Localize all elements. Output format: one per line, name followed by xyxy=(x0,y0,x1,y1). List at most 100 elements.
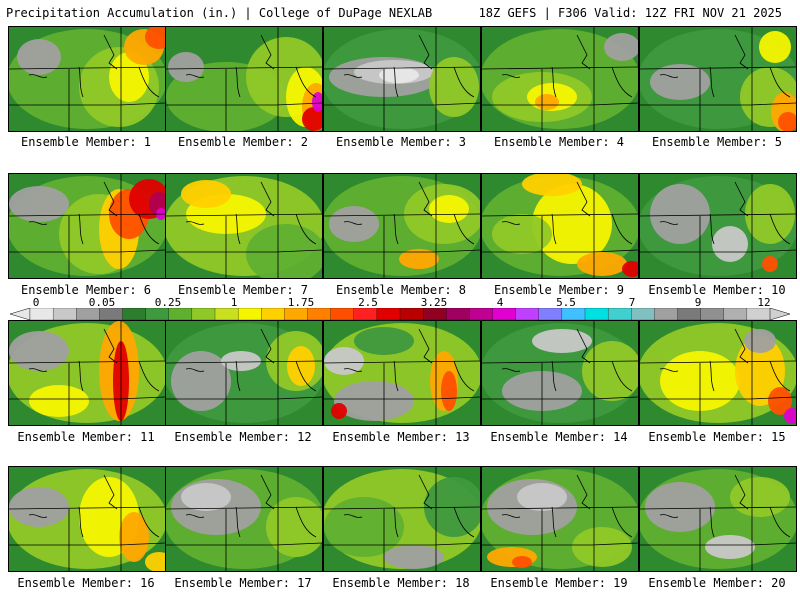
precip-area xyxy=(762,256,778,272)
precip-area xyxy=(441,371,457,411)
map-borders xyxy=(324,467,480,571)
colorbar-segment xyxy=(422,308,447,320)
colorbar-segment xyxy=(29,308,54,320)
colorbar-segment xyxy=(607,308,632,320)
member-map-panel xyxy=(323,173,481,279)
map-borders xyxy=(166,321,322,425)
map-borders xyxy=(640,321,796,425)
map-borders xyxy=(9,321,165,425)
colorbar-segment xyxy=(677,308,702,320)
precip-area xyxy=(744,329,776,353)
precip-area xyxy=(532,329,592,353)
member-label: Ensemble Member: 7 xyxy=(177,283,309,297)
precip-area xyxy=(517,483,567,511)
precip-area xyxy=(429,57,479,117)
precip-area xyxy=(712,226,748,262)
colorbar-segment xyxy=(353,308,378,320)
precip-area xyxy=(735,336,785,406)
colorbar-segment xyxy=(284,308,308,320)
precip-area xyxy=(778,112,796,131)
member-label: Ensemble Member: 13 xyxy=(332,430,470,444)
member-map-panel xyxy=(8,320,166,426)
map-borders xyxy=(482,321,638,425)
model-valid-time: 18Z GEFS | F306 Valid: 12Z FRI NOV 21 20… xyxy=(478,6,782,20)
map-borders xyxy=(9,467,165,571)
map-borders xyxy=(640,27,796,131)
map-borders xyxy=(9,174,165,278)
precip-area xyxy=(429,195,469,223)
colorbar-segment xyxy=(237,308,262,320)
precip-area xyxy=(705,535,755,559)
colorbar-tick-label: 7 xyxy=(628,296,636,309)
colorbar-segment xyxy=(700,308,725,320)
member-map-panel xyxy=(481,466,639,572)
precip-area xyxy=(759,31,791,63)
member-map-panel xyxy=(639,466,797,572)
colorbar-segment xyxy=(584,308,609,320)
colorbar-segment xyxy=(561,308,586,320)
map-borders xyxy=(324,321,480,425)
member-map-panel xyxy=(639,320,797,426)
member-map-panel xyxy=(639,173,797,279)
colorbar-tick-label: 0 xyxy=(32,296,40,309)
colorbar-segment xyxy=(99,308,123,320)
member-label: Ensemble Member: 9 xyxy=(493,283,625,297)
member-map xyxy=(482,27,638,131)
member-label: Ensemble Member: 5 xyxy=(651,135,783,149)
precip-area xyxy=(329,206,379,242)
member-label: Ensemble Member: 14 xyxy=(490,430,628,444)
precip-area xyxy=(650,184,710,244)
precip-area xyxy=(109,52,149,102)
member-map xyxy=(166,27,322,131)
precip-area xyxy=(171,351,231,411)
precip-area xyxy=(622,261,638,277)
precip-area xyxy=(532,184,612,264)
colorbar-segment xyxy=(330,308,355,320)
colorbar-segment xyxy=(122,308,147,320)
member-map xyxy=(640,467,796,571)
member-label: Ensemble Member: 12 xyxy=(174,430,312,444)
member-map-panel xyxy=(8,466,166,572)
member-label: Ensemble Member: 19 xyxy=(490,576,628,590)
precip-area xyxy=(379,67,419,83)
map-borders xyxy=(9,27,165,131)
precip-area xyxy=(9,331,69,371)
colorbar-segment xyxy=(261,308,285,320)
map-borders xyxy=(482,174,638,278)
precip-area xyxy=(324,347,364,375)
map-borders xyxy=(640,174,796,278)
precip-area xyxy=(492,214,552,254)
member-map xyxy=(324,27,480,131)
precip-area xyxy=(768,387,792,415)
member-map-panel xyxy=(481,320,639,426)
colorbar-right-arrow xyxy=(769,308,790,320)
map-borders xyxy=(482,27,638,131)
member-label: Ensemble Member: 6 xyxy=(20,283,152,297)
precip-area xyxy=(572,527,632,567)
colorbar-segment xyxy=(76,308,100,320)
member-map xyxy=(166,174,322,278)
member-map xyxy=(166,321,322,425)
colorbar-segment xyxy=(376,308,401,320)
precip-area xyxy=(334,381,414,421)
colorbar-tick-label: 9 xyxy=(694,296,702,309)
member-map-panel xyxy=(323,26,481,132)
member-label: Ensemble Member: 17 xyxy=(174,576,312,590)
colorbar-segment xyxy=(492,308,517,320)
precip-area xyxy=(181,483,231,511)
precip-area xyxy=(9,186,69,222)
precip-area xyxy=(645,482,715,532)
member-map xyxy=(324,321,480,425)
colorbar-segment xyxy=(446,308,470,320)
member-label: Ensemble Member: 11 xyxy=(17,430,155,444)
member-map-panel xyxy=(481,26,639,132)
member-map xyxy=(9,467,165,571)
member-map xyxy=(482,321,638,425)
colorbar-tick-label: 2.5 xyxy=(358,296,378,309)
precip-area xyxy=(221,351,261,371)
colorbar-segment xyxy=(214,308,239,320)
precip-area xyxy=(29,385,89,417)
colorbar-tick-label: 0.05 xyxy=(88,296,116,309)
colorbar-tick-label: 3.25 xyxy=(420,296,448,309)
colorbar-segment xyxy=(52,308,77,320)
